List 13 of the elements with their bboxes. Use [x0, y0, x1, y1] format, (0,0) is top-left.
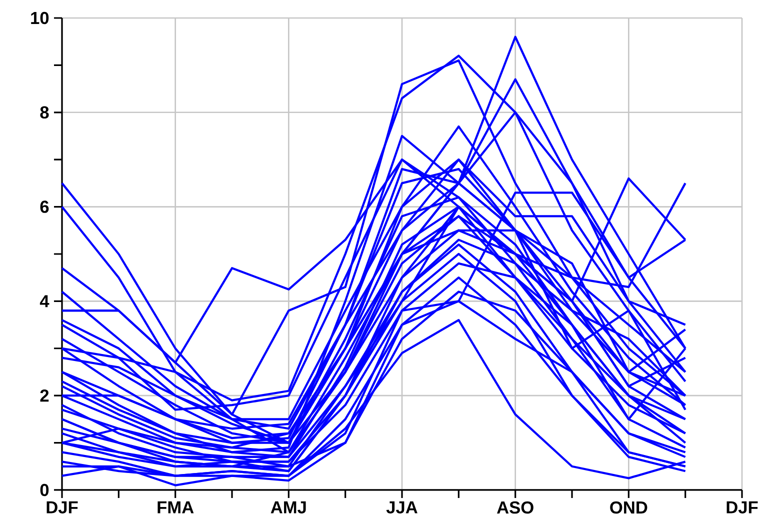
- y-tick-label: 2: [40, 390, 49, 402]
- x-tick-label: DJF: [726, 501, 758, 514]
- y-tick-label: 8: [40, 106, 49, 119]
- x-tick-label: AMJ: [270, 501, 306, 514]
- y-tick-label: 10: [31, 12, 49, 24]
- y-tick-label: 6: [40, 200, 49, 213]
- x-tick-label: FMA: [158, 501, 194, 514]
- x-tick-label: DJF: [46, 501, 78, 514]
- x-tick-label: JJA: [386, 501, 418, 514]
- x-tick-label: OND: [610, 501, 648, 514]
- y-tick-label: 0: [40, 484, 49, 496]
- x-tick-label: ASO: [496, 501, 534, 514]
- y-tick-label: 4: [40, 295, 50, 308]
